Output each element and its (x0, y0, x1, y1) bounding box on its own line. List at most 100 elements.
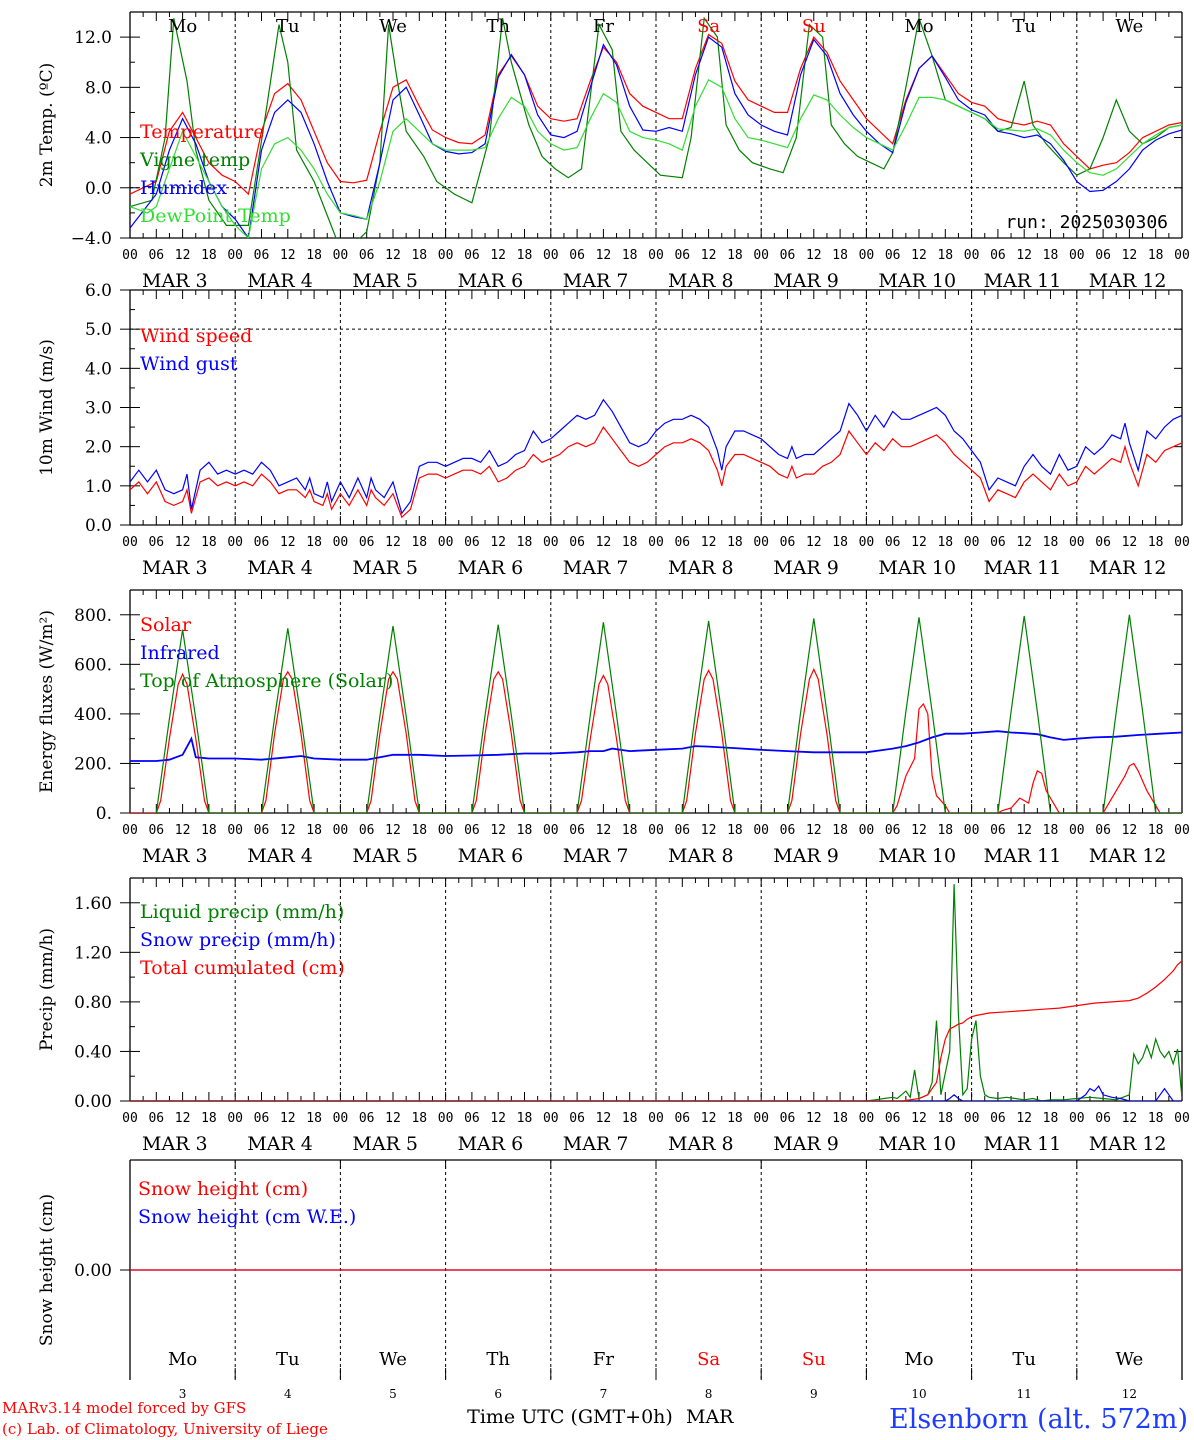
y-axis-title: 10m Wind (m/s) (37, 339, 57, 476)
hour-tick-label: 06 (1095, 248, 1111, 263)
y-tick-label: −4.0 (71, 229, 112, 249)
date-label: MAR 3 (142, 270, 208, 292)
weekday-label: Th (486, 1349, 510, 1370)
series-line-liquid-precip-mm-h- (130, 884, 1182, 1101)
hour-tick-label: 18 (306, 823, 322, 838)
hour-tick-label: 18 (411, 1111, 427, 1126)
y-tick-label: 0.00 (74, 1261, 112, 1281)
date-label: MAR 10 (878, 845, 956, 867)
hour-tick-label: 00 (1174, 248, 1190, 263)
hour-tick-label: 12 (701, 535, 717, 550)
weekday-label: We (379, 16, 407, 37)
hour-tick-label: 12 (596, 823, 612, 838)
hour-tick-label: 12 (701, 1111, 717, 1126)
y-axis-title: Energy fluxes (W/m²) (37, 610, 57, 793)
hour-tick-label: 06 (990, 248, 1006, 263)
date-label: MAR 5 (352, 1133, 418, 1155)
hour-tick-label: 00 (122, 1111, 138, 1126)
station-title: Elsenborn (alt. 572m) (889, 1404, 1188, 1435)
hour-tick-label: 18 (727, 535, 743, 550)
hour-tick-label: 00 (859, 535, 875, 550)
y-tick-label: 400. (74, 705, 112, 725)
hour-tick-label: 12 (280, 1111, 296, 1126)
series-line-total-cumulated-cm- (130, 960, 1182, 1101)
y-tick-label: 6.0 (85, 281, 112, 301)
weekday-label: Fr (593, 16, 614, 37)
hour-tick-label: 06 (674, 535, 690, 550)
y-axis-title: Precip (mm/h) (37, 928, 57, 1051)
hour-tick-label: 18 (411, 823, 427, 838)
hour-tick-label: 12 (596, 1111, 612, 1126)
legend-entry: DewPoint Temp (140, 205, 291, 227)
hour-tick-label: 12 (1122, 248, 1138, 263)
x-axis-title: Time UTC (GMT+0h) (467, 1406, 673, 1428)
hour-tick-label: 00 (227, 1111, 243, 1126)
date-label: MAR 10 (878, 270, 956, 292)
legend-entry: Snow height (cm W.E.) (138, 1206, 356, 1228)
hour-tick-label: 12 (490, 535, 506, 550)
weekday-label: We (379, 1349, 407, 1370)
day-number: 4 (284, 1387, 292, 1401)
hour-tick-label: 12 (1122, 1111, 1138, 1126)
hour-tick-label: 18 (622, 823, 638, 838)
hour-tick-label: 18 (201, 823, 217, 838)
legend-entry: Top of Atmosphere (Solar) (140, 670, 393, 692)
hour-tick-label: 18 (1043, 248, 1059, 263)
y-axis-title: Snow height (cm) (37, 1194, 57, 1346)
hour-tick-label: 12 (385, 823, 401, 838)
hour-tick-label: 06 (1095, 535, 1111, 550)
date-label: MAR 4 (247, 270, 313, 292)
hour-tick-label: 00 (1174, 1111, 1190, 1126)
hour-tick-label: 18 (1043, 535, 1059, 550)
date-label: MAR 6 (458, 270, 524, 292)
hour-tick-label: 06 (569, 1111, 585, 1126)
hour-tick-label: 00 (227, 248, 243, 263)
hour-tick-label: 06 (1095, 823, 1111, 838)
hour-tick-label: 00 (333, 823, 349, 838)
series-line-top-of-atmosphere-solar- (155, 614, 1182, 813)
hour-tick-label: 12 (490, 823, 506, 838)
hour-tick-label: 12 (175, 823, 191, 838)
hour-tick-label: 12 (911, 248, 927, 263)
hour-tick-label: 00 (438, 535, 454, 550)
hour-tick-label: 06 (990, 535, 1006, 550)
hour-tick-label: 18 (1148, 823, 1164, 838)
hour-tick-label: 00 (122, 535, 138, 550)
hour-tick-label: 06 (780, 823, 796, 838)
date-label: MAR 9 (773, 845, 839, 867)
day-number: 10 (911, 1387, 926, 1401)
hour-tick-label: 12 (1016, 535, 1032, 550)
series-line-temperature (130, 33, 1182, 196)
hour-tick-label: 06 (674, 1111, 690, 1126)
hour-tick-label: 12 (175, 248, 191, 263)
legend-entry: Liquid precip (mm/h) (140, 901, 344, 923)
hour-tick-label: 06 (254, 823, 270, 838)
date-label: MAR 11 (984, 845, 1062, 867)
hour-tick-label: 00 (753, 248, 769, 263)
series-line-vigne-temp (130, 15, 1182, 238)
date-label: MAR 11 (984, 270, 1062, 292)
panel-1: −4.0 0.0 4.0 8.0 12.0 2m Temp. (ºC) Temperatur… (37, 11, 1190, 292)
hour-tick-label: 18 (622, 535, 638, 550)
date-label: MAR 12 (1089, 270, 1167, 292)
hour-tick-label: 06 (464, 1111, 480, 1126)
hour-tick-label: 18 (832, 248, 848, 263)
date-label: MAR 10 (878, 1133, 956, 1155)
date-label: MAR 7 (563, 845, 629, 867)
hour-tick-label: 12 (911, 1111, 927, 1126)
hour-tick-label: 06 (990, 823, 1006, 838)
weekday-label: Tu (276, 1349, 300, 1370)
hour-tick-label: 06 (359, 248, 375, 263)
hour-tick-label: 18 (411, 248, 427, 263)
date-label: MAR 3 (142, 845, 208, 867)
date-label: MAR 4 (247, 557, 313, 579)
hour-tick-label: 06 (990, 1111, 1006, 1126)
date-label: MAR 9 (773, 1133, 839, 1155)
legend-entry: Vigne temp (139, 149, 250, 171)
date-label: MAR 7 (563, 270, 629, 292)
series-line-snow-precip-mm-h- (130, 1085, 1182, 1101)
hour-tick-label: 18 (411, 535, 427, 550)
hour-tick-label: 18 (517, 823, 533, 838)
hour-tick-label: 18 (937, 823, 953, 838)
day-number: 8 (705, 1387, 713, 1401)
